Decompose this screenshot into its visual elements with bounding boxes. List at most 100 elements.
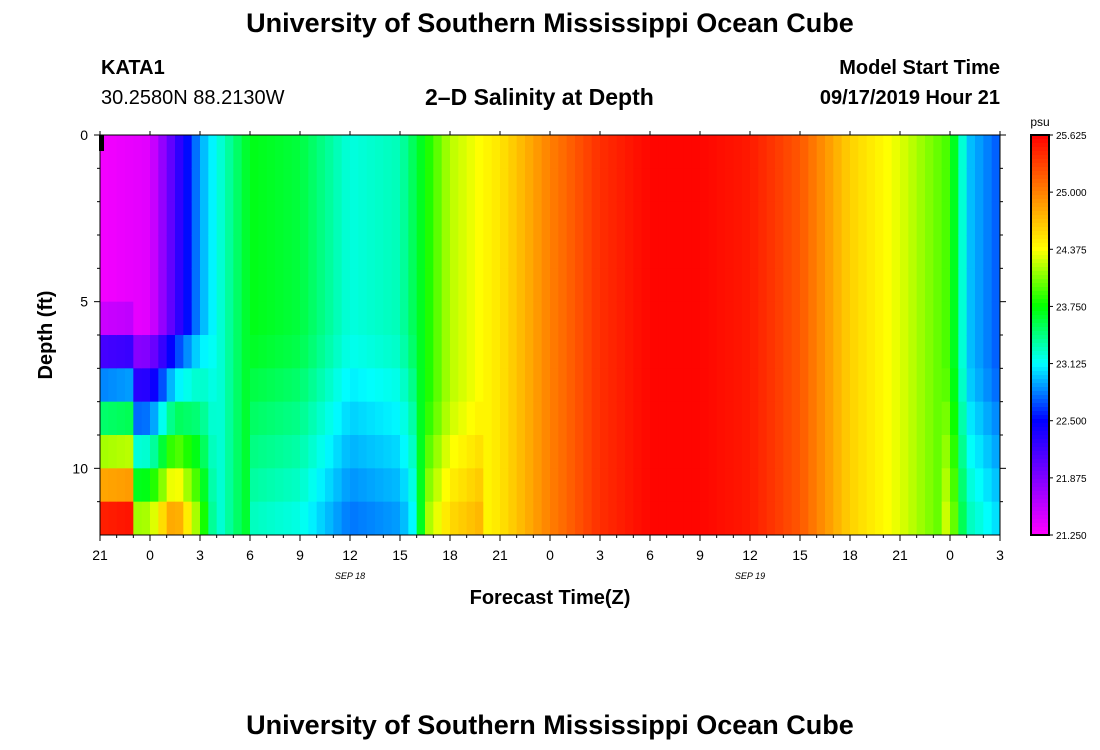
heatmap-cell xyxy=(233,301,243,336)
heatmap-cell xyxy=(625,201,634,236)
heatmap-cell xyxy=(775,201,784,236)
heatmap-cell xyxy=(758,201,768,236)
colorbar-segment xyxy=(1031,271,1049,276)
heatmap-cell xyxy=(633,468,643,503)
heatmap-cell xyxy=(433,368,443,403)
heatmap-cell xyxy=(283,235,293,269)
colorbar-segment xyxy=(1031,455,1049,460)
heatmap-cell xyxy=(616,368,626,403)
heatmap-cell xyxy=(416,501,426,535)
colorbar-segment xyxy=(1031,447,1049,452)
heatmap-cell xyxy=(241,135,251,169)
heatmap-cell xyxy=(516,401,526,436)
heatmap-cell xyxy=(941,135,951,169)
heatmap-cell xyxy=(841,135,851,169)
heatmap-cell xyxy=(416,435,426,469)
heatmap-cell xyxy=(133,168,143,203)
heatmap-cell xyxy=(933,168,943,203)
heatmap-cell xyxy=(750,301,759,336)
heatmap-cell xyxy=(908,135,918,169)
heatmap-cell xyxy=(941,335,951,369)
heatmap-cell xyxy=(475,301,484,336)
heatmap-cell xyxy=(216,235,226,269)
heatmap-cell xyxy=(958,501,968,535)
heatmap-cell xyxy=(391,401,401,436)
heatmap-cell xyxy=(250,335,259,369)
heatmap-cell xyxy=(808,435,818,469)
heatmap-cell xyxy=(808,301,818,336)
heatmap-cell xyxy=(700,135,709,169)
heatmap-cell xyxy=(525,235,534,269)
heatmap-cell xyxy=(125,135,134,169)
heatmap-cell xyxy=(250,401,259,436)
heatmap-cell xyxy=(183,468,193,503)
heatmap-cell xyxy=(891,301,901,336)
heatmap-cell xyxy=(658,468,668,503)
heatmap-cell xyxy=(850,235,859,269)
heatmap-cell xyxy=(158,501,168,535)
heatmap-cell xyxy=(850,135,859,169)
heatmap-cell xyxy=(208,135,218,169)
heatmap-cell xyxy=(750,235,759,269)
heatmap-cell xyxy=(766,368,776,403)
heatmap-cell xyxy=(658,235,668,269)
heatmap-cell xyxy=(508,135,518,169)
heatmap-cell xyxy=(841,235,851,269)
heatmap-cell xyxy=(533,368,543,403)
heatmap-cell xyxy=(991,468,1000,503)
heatmap-cell xyxy=(425,135,434,169)
colorbar-segment xyxy=(1031,319,1049,324)
heatmap-cell xyxy=(583,168,593,203)
heatmap-cell xyxy=(741,401,751,436)
heatmap-cell xyxy=(675,268,684,303)
heatmap-cell xyxy=(725,235,734,269)
heatmap-cell xyxy=(766,335,776,369)
heatmap-cell xyxy=(958,435,968,469)
colorbar-segment xyxy=(1031,487,1049,492)
heatmap-cell xyxy=(600,301,609,336)
heatmap-cell xyxy=(883,268,893,303)
heatmap-cell xyxy=(891,168,901,203)
heatmap-cell xyxy=(366,235,376,269)
heatmap-cell xyxy=(875,168,884,203)
colorbar-segment xyxy=(1031,515,1049,520)
heatmap-cell xyxy=(916,401,926,436)
heatmap-cell xyxy=(166,368,176,403)
colorbar-segment xyxy=(1031,287,1049,292)
heatmap-cell xyxy=(458,201,468,236)
heatmap-cell xyxy=(241,501,251,535)
heatmap-cell xyxy=(908,501,918,535)
heatmap-cell xyxy=(566,301,576,336)
heatmap-cell xyxy=(166,135,176,169)
heatmap-cell xyxy=(866,268,876,303)
heatmap-cell xyxy=(125,235,134,269)
heatmap-cell xyxy=(266,235,276,269)
heatmap-cell xyxy=(716,135,726,169)
heatmap-cell xyxy=(300,235,309,269)
heatmap-cell xyxy=(316,435,326,469)
heatmap-cell xyxy=(783,335,793,369)
heatmap-cell xyxy=(150,368,159,403)
heatmap-cell xyxy=(350,168,359,203)
heatmap-cell xyxy=(175,168,184,203)
heatmap-cell xyxy=(283,501,293,535)
heatmap-cell xyxy=(866,168,876,203)
heatmap-cell xyxy=(558,401,568,436)
heatmap-cell xyxy=(508,235,518,269)
x-tick-label: 6 xyxy=(646,547,654,563)
heatmap-cell xyxy=(783,301,793,336)
colorbar-tick-label: 23.750 xyxy=(1056,302,1087,313)
heatmap-cell xyxy=(983,201,993,236)
colorbar-segment xyxy=(1031,451,1049,456)
heatmap-cell xyxy=(725,168,734,203)
heatmap-cell xyxy=(583,401,593,436)
colorbar-segment xyxy=(1031,491,1049,496)
heatmap-cell xyxy=(541,301,551,336)
x-tick-label: 9 xyxy=(696,547,704,563)
colorbar-segment xyxy=(1031,279,1049,284)
heatmap-cell xyxy=(833,201,843,236)
heatmap-cell xyxy=(966,201,976,236)
heatmap-cell xyxy=(591,235,601,269)
heatmap-cell xyxy=(500,335,509,369)
heatmap-cell xyxy=(358,501,368,535)
